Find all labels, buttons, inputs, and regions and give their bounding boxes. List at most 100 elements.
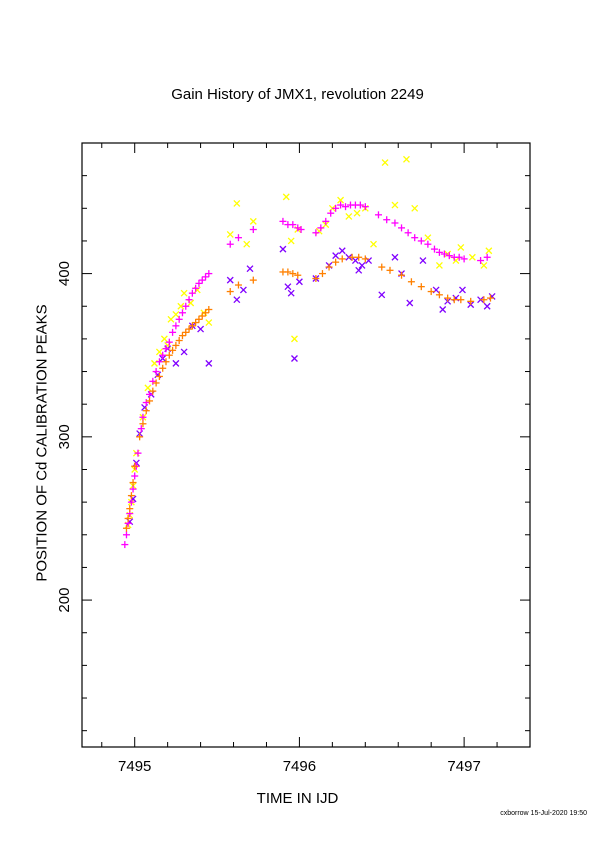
point-series-1 [282,193,290,201]
point-series-1 [172,310,180,318]
point-series-4 [312,274,320,282]
point-series-4 [195,315,203,323]
point-series-3 [234,234,242,242]
point-series-4 [122,524,130,532]
point-series-4 [159,364,167,372]
point-series-4 [139,420,147,428]
point-series-2 [332,252,340,260]
point-series-1 [144,384,152,392]
y-axis-label: POSITION OF Cd CALIBRATION PEAKS [33,304,51,582]
point-series-4 [444,294,452,302]
point-series-3 [460,255,468,263]
point-series-3 [391,219,399,227]
x-tick-label: 7495 [118,758,151,775]
point-series-4 [450,296,458,304]
y-tick-label: 300 [56,424,73,449]
point-series-2 [355,266,363,274]
point-series-1 [353,209,361,217]
point-series-1 [457,244,465,251]
point-series-2 [459,286,466,294]
point-series-4 [155,372,163,380]
point-series-4 [284,268,292,276]
point-series-2 [239,286,247,294]
point-series-3 [205,270,213,278]
point-series-2 [284,283,292,291]
point-series-2 [391,253,399,261]
point-series-3 [131,472,139,480]
chart-title: Gain History of JMX1, revolution 2249 [171,86,424,103]
point-series-1 [226,230,234,238]
point-series-3 [312,229,320,237]
point-series-3 [383,216,391,224]
point-series-4 [188,322,196,330]
point-series-1 [233,199,241,207]
point-series-1 [287,237,295,245]
point-series-4 [172,341,180,349]
point-series-3 [188,289,196,297]
point-series-3 [155,358,163,366]
point-series-1 [403,155,410,163]
point-series-1 [424,234,432,242]
point-series-4 [486,294,494,302]
point-series-3 [159,351,167,359]
point-series-4 [124,514,132,522]
y-tick-label: 400 [56,261,73,286]
point-series-1 [411,204,419,212]
point-series-4 [355,253,363,261]
point-series-2 [180,348,188,356]
point-series-2 [197,325,205,333]
point-series-1 [468,253,476,261]
point-series-3 [477,257,485,265]
point-series-4 [185,325,193,333]
point-series-4 [127,492,135,500]
point-series-3 [185,296,193,304]
point-series-2 [172,359,180,367]
point-series-1 [177,302,185,310]
point-series-4 [205,306,213,314]
point-series-4 [165,351,173,359]
point-series-1 [435,261,443,269]
point-series-3 [398,224,406,232]
point-series-2 [205,359,213,367]
point-series-3 [165,338,173,346]
point-series-3 [195,279,203,287]
point-series-3 [411,234,419,242]
axis-ticks [82,142,531,747]
point-series-3 [226,240,234,248]
point-series-3 [356,201,364,209]
point-series-3 [424,240,432,248]
point-series-3 [337,201,345,209]
point-series-3 [162,345,170,353]
axis-tick-labels: 7495 7496 7497 200 300 400 [56,261,481,775]
point-series-4 [175,337,183,345]
point-series-4 [192,319,200,327]
point-series-4 [226,288,234,296]
point-series-1 [180,289,188,297]
x-tick-label: 7497 [447,758,480,775]
point-series-4 [457,296,465,304]
point-series-3 [152,368,160,376]
point-series-3 [169,328,177,336]
point-series-2 [246,265,254,273]
point-series-3 [139,413,147,421]
point-series-2 [378,291,386,299]
point-series-3 [327,209,335,217]
point-series-3 [178,309,186,317]
point-series-3 [294,224,302,232]
x-tick-label: 7496 [283,758,316,775]
point-series-2 [439,306,447,313]
point-series-3 [202,273,210,281]
point-series-2 [295,278,303,286]
point-series-4 [182,328,190,336]
point-series-1 [249,217,257,225]
point-series-2 [233,296,241,304]
point-series-3 [121,541,129,549]
point-series-1 [391,201,399,209]
point-series-3 [182,302,190,310]
point-series-3 [142,399,150,407]
footer-credit: cxborrow 15-Jul-2020 19:50 [500,810,587,817]
point-series-4 [289,270,297,278]
point-series-3 [322,217,330,225]
point-series-4 [361,255,369,263]
point-series-3 [404,229,412,237]
